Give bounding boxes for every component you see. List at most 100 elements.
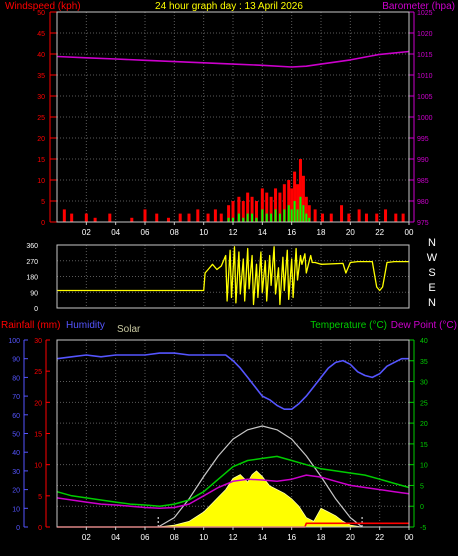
wind-avg-bar — [265, 213, 268, 222]
thr-xtick-label: 14 — [258, 533, 267, 542]
rainfall-tick-label: 10 — [34, 463, 42, 470]
wind-avg-bar — [246, 213, 249, 222]
windspeed-tick-label: 25 — [37, 115, 45, 122]
thr-xtick-label: 12 — [229, 533, 238, 542]
wind-gust-bar — [282, 184, 286, 222]
wind-gust-bar — [329, 213, 333, 222]
wind-avg-bar — [283, 209, 286, 222]
humidity-tick-label: 70 — [12, 394, 20, 401]
barometer-tick-label: 1005 — [417, 94, 433, 101]
thr-xtick-label: 20 — [346, 533, 355, 542]
wind-gust-bar — [287, 180, 291, 222]
barometer-axis-label: Barometer (hpa) — [382, 1, 455, 12]
dewpoint-axis-label: Dew Point (°C) — [391, 320, 457, 331]
wind-gust-bar — [384, 209, 388, 222]
temperature-axis-label: Temperature (°C) — [310, 320, 387, 331]
windspeed-tick-label: 10 — [37, 178, 45, 185]
wind-xtick-label: 10 — [199, 228, 208, 237]
barometer-tick-label: 1015 — [417, 52, 433, 59]
humidity-tick-label: 90 — [12, 357, 20, 364]
wind-avg-bar — [278, 213, 281, 222]
wind-avg-bar — [255, 217, 258, 222]
barometer-tick-label: 1010 — [417, 73, 433, 80]
barometer-tick-label: 1020 — [417, 31, 433, 38]
windspeed-tick-label: 40 — [37, 52, 45, 59]
humidity-tick-label: 20 — [12, 488, 20, 495]
wind-gust-bar — [143, 209, 147, 222]
wind-gust-bar — [290, 188, 294, 222]
wind-gust-bar — [70, 213, 74, 222]
wind-avg-bar — [299, 196, 302, 222]
humidity-line — [56, 352, 409, 411]
wind-xtick-label: 04 — [111, 228, 120, 237]
windspeed-tick-label: 50 — [37, 10, 45, 17]
wind-gust-bar — [304, 196, 308, 222]
barometer-tick-label: 975 — [417, 220, 429, 227]
wind-gust-bar — [340, 205, 344, 222]
wind-avg-bar — [237, 213, 240, 222]
barometer-tick-label: 1000 — [417, 115, 433, 122]
thr-xtick-label: 04 — [111, 533, 120, 542]
direction-tick-label: 180 — [26, 275, 38, 282]
temperature-tick-label: 40 — [420, 338, 428, 345]
humidity-tick-label: 40 — [12, 450, 20, 457]
wind-avg-bar — [296, 209, 299, 222]
wind-gust-bar — [108, 213, 112, 222]
wind-gust-bar — [269, 196, 273, 222]
wind-avg-bar — [293, 201, 296, 222]
thr-xtick-label: 18 — [317, 533, 326, 542]
rainfall-tick-label: 0 — [38, 525, 42, 532]
wind-gust-bar — [278, 192, 282, 222]
rainfall-tick-label: 25 — [34, 369, 42, 376]
wind-gust-bar — [166, 217, 170, 222]
wind-gust-bar — [265, 192, 269, 222]
wind-xtick-label: 16 — [287, 228, 296, 237]
wind-gust-bar — [246, 192, 250, 222]
humidity-tick-label: 10 — [12, 506, 20, 513]
wind-gust-bar — [178, 213, 182, 222]
direction-panel-frame — [56, 244, 410, 309]
direction-tick-label: 360 — [26, 243, 38, 250]
wind-direction-line — [57, 246, 409, 306]
temperature-tick-label: 10 — [420, 463, 428, 470]
wind-gust-bar — [227, 205, 231, 222]
wind-xtick-label: 06 — [141, 228, 150, 237]
wind-avg-bar — [270, 213, 273, 222]
wind-avg-bar — [290, 209, 293, 222]
wind-gust-bar — [394, 213, 398, 222]
humidity-tick-label: 60 — [12, 413, 20, 420]
wind-xtick-label: 18 — [317, 228, 326, 237]
wind-gust-bar — [93, 217, 97, 222]
wind-avg-bar — [227, 217, 230, 222]
compass-label: N — [428, 297, 436, 309]
temperature-tick-label: 20 — [420, 421, 428, 428]
thr-xtick-label: 02 — [82, 533, 91, 542]
barometer-tick-label: 990 — [417, 157, 429, 164]
humidity-tick-label: 50 — [12, 432, 20, 439]
humidity-tick-label: 80 — [12, 375, 20, 382]
wind-avg-bar — [308, 217, 311, 222]
windspeed-axis-label: Windspeed (kph) — [5, 1, 81, 12]
wind-gust-bar — [320, 213, 324, 222]
direction-tick-label: 270 — [26, 259, 38, 266]
thr-xtick-label: 00 — [405, 533, 414, 542]
wind-gust-bar — [296, 184, 300, 222]
wind-gust-bar — [260, 188, 264, 222]
temperature-tick-label: -5 — [420, 525, 426, 532]
wind-xtick-label: 00 — [405, 228, 414, 237]
windspeed-tick-label: 30 — [37, 94, 45, 101]
wind-xtick-label: 14 — [258, 228, 267, 237]
wind-gust-bar — [274, 188, 278, 222]
thr-xtick-label: 22 — [375, 533, 384, 542]
barometer-line — [56, 50, 410, 68]
wind-gust-bar — [84, 213, 88, 222]
wind-gust-bar — [364, 213, 368, 222]
temperature-line — [56, 455, 410, 507]
temperature-tick-label: 0 — [420, 504, 424, 511]
compass-label: E — [428, 282, 435, 294]
wind-gust-bar — [187, 213, 191, 222]
windspeed-tick-label: 45 — [37, 31, 45, 38]
temperature-tick-label: 25 — [420, 400, 428, 407]
wind-avg-bar — [251, 213, 254, 222]
wind-avg-bar — [261, 209, 264, 222]
